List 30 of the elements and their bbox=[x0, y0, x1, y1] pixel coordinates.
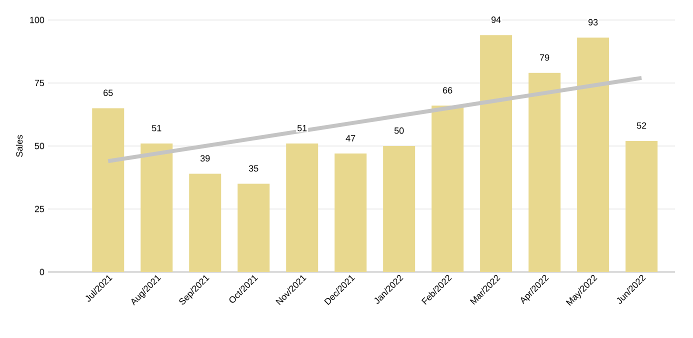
bar bbox=[92, 108, 124, 272]
y-axis-title: Sales bbox=[16, 135, 23, 157]
data-label: 51 bbox=[297, 124, 307, 132]
y-tick-label: 75 bbox=[34, 80, 44, 86]
data-label: 39 bbox=[200, 155, 210, 162]
data-label: 50 bbox=[394, 127, 404, 134]
bar bbox=[480, 35, 512, 272]
data-label: 79 bbox=[540, 54, 550, 61]
bar bbox=[626, 140, 658, 272]
bar bbox=[140, 143, 173, 272]
y-tick-label: 25 bbox=[34, 206, 44, 212]
y-tick-label: 100 bbox=[30, 16, 44, 24]
bar bbox=[383, 146, 416, 272]
y-tick-label: 50 bbox=[34, 142, 44, 150]
data-label: 94 bbox=[491, 16, 501, 23]
bar bbox=[286, 143, 318, 272]
bar bbox=[528, 72, 561, 272]
data-label: 66 bbox=[443, 87, 452, 94]
data-label: 93 bbox=[588, 19, 598, 26]
bar bbox=[432, 106, 464, 272]
data-label: 47 bbox=[346, 135, 356, 142]
bar bbox=[189, 174, 222, 272]
data-label: 65 bbox=[104, 90, 113, 96]
data-label: 52 bbox=[636, 122, 646, 129]
data-label: 51 bbox=[152, 124, 162, 132]
bar bbox=[577, 38, 610, 272]
bar bbox=[334, 154, 367, 272]
data-label: 35 bbox=[248, 165, 258, 172]
bar bbox=[238, 184, 270, 272]
y-tick-label: 0 bbox=[40, 268, 44, 276]
